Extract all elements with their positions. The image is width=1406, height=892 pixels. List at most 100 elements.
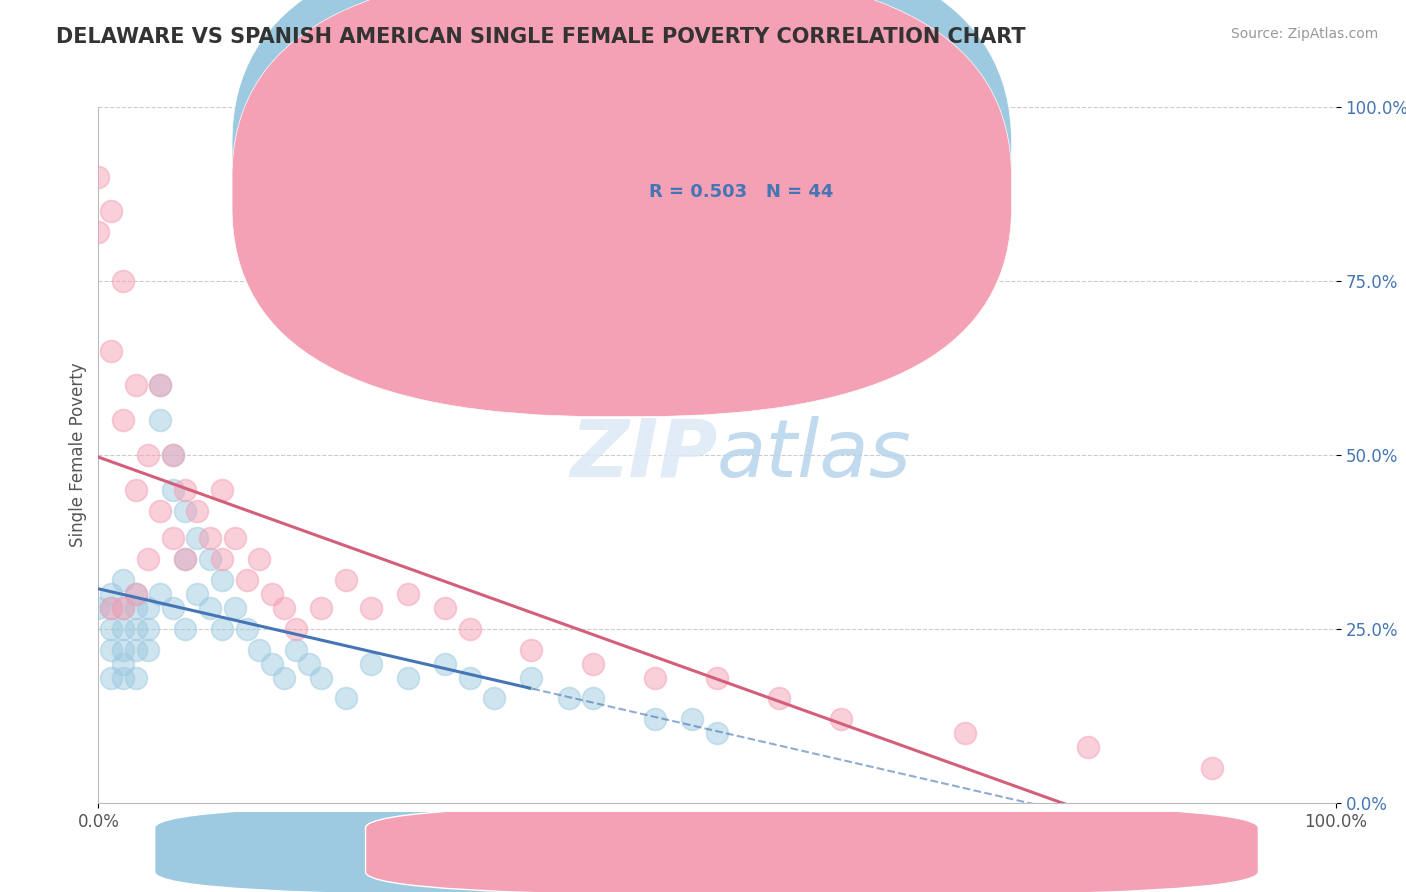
Text: R = -0.151   N = 55: R = -0.151 N = 55 (650, 147, 841, 165)
Point (396, 587, 419, 601)
Point (644, 671, 666, 685)
Point (174, 503, 197, 517)
Point (273, 671, 295, 685)
Text: atlas: atlas (717, 416, 912, 494)
Point (174, 552, 197, 566)
Point (433, 657, 456, 671)
Point (644, 712, 666, 726)
Point (100, 622, 122, 636)
Point (953, 726, 976, 740)
Point (211, 622, 233, 636)
Point (136, 622, 159, 636)
Point (100, 204, 122, 219)
Point (309, 601, 332, 615)
Point (236, 573, 259, 587)
Point (247, 642, 270, 657)
Point (211, 483, 233, 497)
Point (520, 642, 543, 657)
Point (458, 671, 481, 685)
Point (87, 601, 110, 615)
Point (162, 448, 184, 462)
Point (830, 712, 852, 726)
Point (298, 657, 321, 671)
Point (112, 622, 135, 636)
Y-axis label: Single Female Poverty: Single Female Poverty (69, 363, 87, 547)
Point (112, 601, 135, 615)
Point (582, 691, 605, 706)
Point (174, 483, 197, 497)
Point (124, 587, 146, 601)
Point (582, 657, 605, 671)
Point (112, 573, 135, 587)
Point (124, 587, 146, 601)
Point (458, 622, 481, 636)
Text: DELAWARE VS SPANISH AMERICAN SINGLE FEMALE POVERTY CORRELATION CHART: DELAWARE VS SPANISH AMERICAN SINGLE FEMA… (56, 27, 1026, 46)
Point (681, 712, 703, 726)
Point (136, 552, 159, 566)
Point (198, 552, 221, 566)
Point (224, 601, 246, 615)
Point (174, 622, 197, 636)
Point (360, 601, 382, 615)
Point (100, 601, 122, 615)
Point (273, 601, 295, 615)
Point (211, 573, 233, 587)
Point (112, 413, 135, 427)
Point (236, 622, 259, 636)
Point (186, 532, 208, 546)
Point (100, 343, 122, 358)
Point (706, 726, 728, 740)
Point (186, 503, 208, 517)
Text: Source: ZipAtlas.com: Source: ZipAtlas.com (1230, 27, 1378, 41)
Point (87, 225, 110, 239)
Point (260, 657, 283, 671)
Point (149, 413, 172, 427)
Point (149, 378, 172, 392)
Point (396, 671, 419, 685)
Point (112, 642, 135, 657)
Text: Spanish Americans: Spanish Americans (846, 841, 1019, 859)
Point (768, 691, 790, 706)
Point (360, 657, 382, 671)
Point (186, 587, 208, 601)
Point (149, 503, 172, 517)
Point (198, 532, 221, 546)
FancyBboxPatch shape (232, 0, 1011, 417)
Point (247, 552, 270, 566)
Point (260, 587, 283, 601)
Point (124, 671, 146, 685)
Point (162, 601, 184, 615)
FancyBboxPatch shape (232, 0, 1011, 382)
Point (198, 601, 221, 615)
Text: Delaware: Delaware (636, 841, 721, 859)
Point (224, 532, 246, 546)
Point (112, 671, 135, 685)
Text: R = 0.503   N = 44: R = 0.503 N = 44 (650, 183, 834, 201)
Point (174, 552, 197, 566)
Point (335, 691, 357, 706)
Point (100, 587, 122, 601)
Point (112, 274, 135, 288)
Point (1077, 740, 1099, 755)
Point (162, 532, 184, 546)
Point (124, 622, 146, 636)
Point (100, 642, 122, 657)
Point (484, 691, 506, 706)
Point (706, 671, 728, 685)
Point (124, 378, 146, 392)
Point (112, 657, 135, 671)
FancyBboxPatch shape (155, 804, 1047, 892)
Point (100, 601, 122, 615)
Point (124, 483, 146, 497)
Point (149, 378, 172, 392)
Point (136, 448, 159, 462)
Text: ZIP: ZIP (569, 416, 717, 494)
Point (124, 642, 146, 657)
Point (149, 587, 172, 601)
Point (433, 601, 456, 615)
FancyBboxPatch shape (366, 804, 1258, 892)
Point (211, 552, 233, 566)
Point (136, 642, 159, 657)
FancyBboxPatch shape (588, 131, 970, 235)
Point (309, 671, 332, 685)
